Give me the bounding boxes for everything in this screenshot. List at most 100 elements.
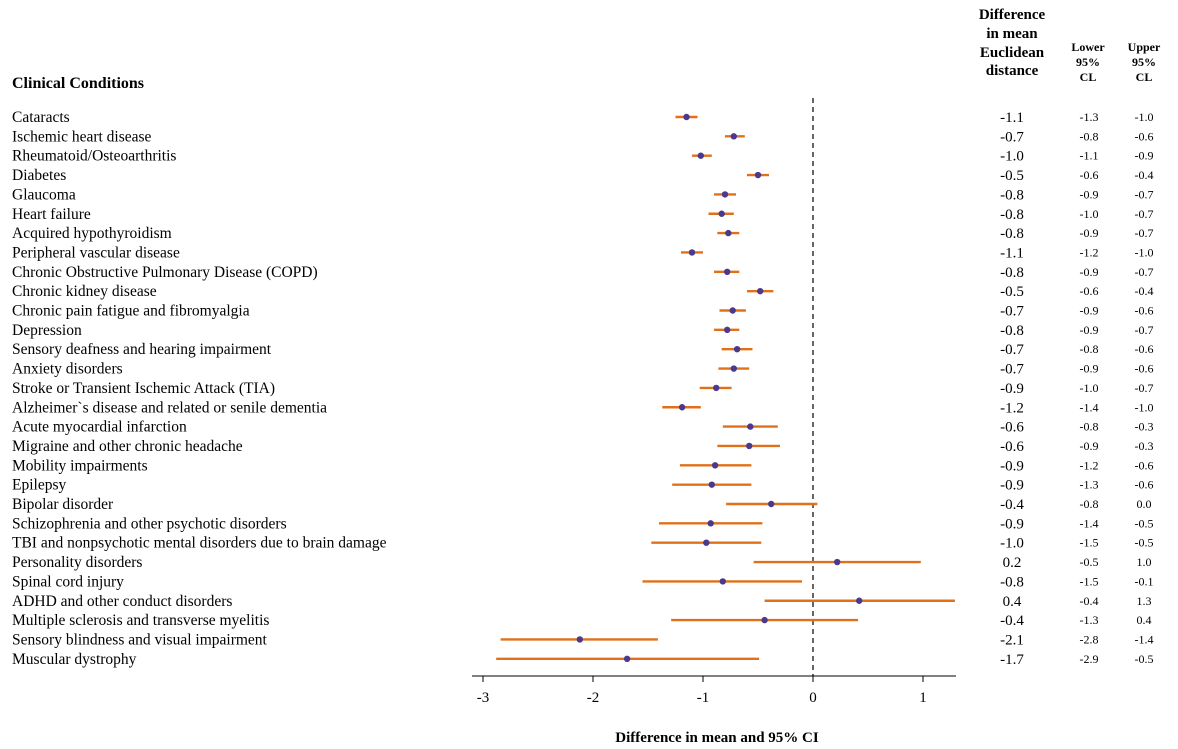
upper-cl-value: 0.4 [1137, 613, 1152, 627]
upper-cl-value: -0.5 [1135, 516, 1154, 530]
upper-cl-value: 0.0 [1137, 497, 1152, 511]
diff-value: -0.7 [1000, 304, 1024, 320]
lower-cl-value: -2.9 [1080, 652, 1099, 666]
header-upper-cl: Upper 95% CL [1116, 40, 1172, 85]
upper-cl-value: -0.7 [1135, 381, 1154, 395]
header-difference-in-mean: Difference in mean Euclidean distance [966, 6, 1058, 81]
header-diff-line: distance [985, 63, 1039, 80]
diff-value: -0.5 [1000, 284, 1024, 300]
condition-label: Epilepsy [12, 477, 66, 494]
lower-cl-value: -0.4 [1080, 594, 1099, 608]
diff-value: -0.7 [1000, 342, 1024, 358]
x-tick-label: -1 [697, 690, 710, 706]
condition-label: Heart failure [12, 206, 91, 223]
point-estimate [724, 268, 731, 275]
point-estimate [623, 655, 631, 662]
point-estimate [697, 152, 704, 159]
upper-cl-value: -1.0 [1135, 245, 1154, 259]
lower-cl-value: -1.2 [1080, 245, 1099, 259]
x-tick-label: -3 [477, 690, 490, 706]
lower-cl-value: -1.3 [1080, 613, 1099, 627]
upper-cl-value: -0.7 [1135, 265, 1154, 279]
point-estimate [724, 326, 731, 334]
diff-value: -0.4 [1000, 497, 1024, 513]
header-lower-line: 95% [1076, 55, 1100, 69]
upper-cl-value: -0.7 [1135, 323, 1154, 337]
upper-cl-value: -1.0 [1135, 110, 1154, 124]
point-estimate [746, 442, 753, 450]
diff-value: -0.8 [1000, 226, 1024, 242]
condition-label: Acute myocardial infarction [12, 419, 187, 436]
lower-cl-value: -0.6 [1080, 284, 1099, 298]
lower-cl-value: -1.0 [1080, 381, 1099, 395]
condition-label: Bipolar disorder [12, 496, 114, 513]
condition-label: Schizophrenia and other psychotic disord… [12, 515, 287, 532]
lower-cl-value: -0.9 [1080, 323, 1099, 337]
diff-value: -1.1 [1000, 245, 1024, 261]
diff-value: -0.7 [1000, 362, 1024, 378]
upper-cl-value: 1.3 [1137, 594, 1152, 608]
upper-cl-value: -0.6 [1135, 478, 1154, 492]
condition-label: Personality disorders [12, 554, 142, 571]
lower-cl-value: -1.5 [1080, 536, 1099, 550]
diff-value: -0.9 [1000, 478, 1024, 494]
diff-value: 0.2 [1003, 555, 1022, 571]
upper-cl-value: -0.6 [1135, 362, 1154, 376]
condition-label: Peripheral vascular disease [12, 244, 180, 261]
diff-value: 0.4 [1003, 594, 1022, 610]
upper-cl-value: -0.3 [1135, 439, 1154, 453]
header-diff-line: in mean [986, 25, 1038, 42]
lower-cl-value: -0.9 [1080, 187, 1099, 201]
upper-cl-value: -0.6 [1135, 304, 1154, 318]
upper-cl-value: -0.7 [1135, 226, 1154, 240]
header-lower-line: CL [1079, 70, 1097, 84]
diff-value: -1.1 [1000, 110, 1024, 126]
condition-label: Glaucoma [12, 186, 76, 203]
condition-label: Diabetes [12, 167, 66, 184]
point-estimate [768, 500, 775, 508]
lower-cl-value: -0.9 [1080, 439, 1099, 453]
condition-label: Mobility impairments [12, 457, 148, 474]
diff-value: -0.9 [1000, 516, 1024, 532]
diff-value: -1.2 [1000, 400, 1024, 416]
point-estimate [754, 171, 762, 179]
point-estimate [733, 346, 741, 353]
diff-value: -0.8 [1000, 574, 1024, 590]
upper-cl-value: -0.6 [1135, 458, 1154, 472]
upper-cl-value: -1.4 [1135, 632, 1154, 646]
point-estimate [834, 558, 841, 566]
point-estimate [725, 229, 732, 237]
condition-label: Chronic Obstructive Pulmonary Disease (C… [12, 264, 318, 281]
header-upper-line: Upper [1127, 40, 1161, 54]
header-lower-line: Lower [1071, 40, 1105, 54]
diff-value: -1.0 [1000, 536, 1024, 552]
condition-label: Acquired hypothyroidism [12, 225, 172, 242]
point-estimate [719, 578, 726, 585]
lower-cl-value: -1.5 [1080, 574, 1099, 588]
lower-cl-value: -0.9 [1080, 265, 1099, 279]
upper-cl-value: -0.4 [1135, 168, 1154, 182]
x-axis-title: Difference in mean and 95% CI [615, 730, 819, 746]
upper-cl-value: -0.3 [1135, 420, 1154, 434]
lower-cl-value: -0.9 [1080, 304, 1099, 318]
header-clinical-conditions: Clinical Conditions [12, 75, 145, 92]
point-estimate [730, 133, 737, 140]
point-estimate [678, 404, 686, 411]
condition-label: TBI and nonpsychotic mental disorders du… [12, 535, 387, 552]
lower-cl-value: -0.8 [1080, 497, 1099, 511]
upper-cl-value: -0.9 [1135, 149, 1154, 163]
condition-label: Sensory deafness and hearing impairment [12, 341, 272, 358]
condition-label: Chronic pain fatigue and fibromyalgia [12, 303, 250, 320]
x-tick-label: 0 [809, 690, 817, 706]
upper-cl-value: -0.5 [1135, 536, 1154, 550]
condition-label: Depression [12, 322, 82, 339]
point-estimate [708, 481, 715, 488]
diff-value: -0.7 [1000, 129, 1024, 145]
upper-cl-value: -0.4 [1135, 284, 1154, 298]
upper-cl-value: -0.6 [1135, 342, 1154, 356]
upper-cl-value: -0.7 [1135, 207, 1154, 221]
lower-cl-value: -1.2 [1080, 458, 1099, 472]
lower-cl-value: -0.9 [1080, 226, 1099, 240]
point-estimate [730, 365, 737, 372]
header-diff-line: Difference [978, 7, 1046, 23]
